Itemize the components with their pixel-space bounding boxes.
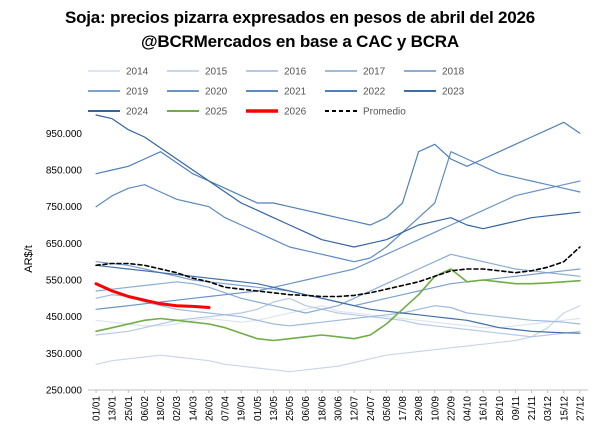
x-tick-label: 04/10 xyxy=(463,396,474,421)
x-tick-label: 12/07 xyxy=(350,396,361,421)
plot-area xyxy=(94,114,581,373)
y-tick-label: 650.000 xyxy=(46,239,83,250)
series-line-2025 xyxy=(95,268,581,342)
series-line-2017 xyxy=(95,294,581,327)
y-tick-label: 250.000 xyxy=(46,386,83,397)
legend-label-2017: 2017 xyxy=(363,67,386,78)
x-tick-label: 14/03 xyxy=(188,396,199,421)
series-line-2019 xyxy=(95,261,581,307)
x-tick-label: 02/03 xyxy=(172,396,183,421)
series-line-promedio xyxy=(95,246,581,298)
chart-subtitle: @BCRMercados en base a CAC y BCRA xyxy=(141,32,459,51)
legend-label-2016: 2016 xyxy=(284,67,307,78)
chart-title: Soja: precios pizarra expresados en peso… xyxy=(64,8,536,27)
x-tick-label: 01/01 xyxy=(92,396,103,421)
legend-label-2015: 2015 xyxy=(205,67,228,78)
x-tick-label: 18/02 xyxy=(156,396,167,421)
x-tick-label: 27/12 xyxy=(575,396,586,421)
x-tick-label: 16/10 xyxy=(479,396,490,421)
legend-label-2022: 2022 xyxy=(363,87,386,98)
series-line-2015 xyxy=(95,305,581,373)
series-line-2020 xyxy=(95,180,581,310)
series-line-2022 xyxy=(95,121,581,226)
x-tick-label: 30/06 xyxy=(334,396,345,421)
x-tick-label: 15/12 xyxy=(559,396,570,421)
x-tick-label: 06/06 xyxy=(301,396,312,421)
x-tick-label: 19/04 xyxy=(237,396,248,421)
series-line-2021 xyxy=(95,151,581,263)
x-tick-label: 25/01 xyxy=(124,396,135,421)
legend-label-2025: 2025 xyxy=(205,107,228,118)
x-tick-label: 13/01 xyxy=(108,396,119,421)
y-tick-label: 750.000 xyxy=(46,202,83,213)
legend-label-2020: 2020 xyxy=(205,87,228,98)
legend-label-promedio: Promedio xyxy=(363,107,406,118)
y-tick-label: 550.000 xyxy=(46,276,83,287)
x-tick-label: 10/09 xyxy=(430,396,441,421)
x-tick-label: 05/08 xyxy=(382,396,393,421)
x-tick-label: 09/11 xyxy=(511,396,522,421)
x-tick-label: 01/05 xyxy=(253,396,264,421)
series-line-2023 xyxy=(95,264,581,334)
y-tick-label: 350.000 xyxy=(46,349,83,360)
series-line-2024 xyxy=(95,114,581,248)
y-tick-label: 450.000 xyxy=(46,312,83,323)
x-tick-label: 06/02 xyxy=(140,396,151,421)
x-tick-label: 07/04 xyxy=(221,396,232,421)
chart-legend: 2014 2015 2016 2017 2018 2019 2020 2021 2022 2023… xyxy=(88,67,465,118)
x-tick-label: 17/08 xyxy=(398,396,409,421)
x-tick-label: 25/05 xyxy=(285,396,296,421)
x-tick-label: 03/12 xyxy=(543,396,554,421)
legend-label-2023: 2023 xyxy=(442,87,465,98)
series-line-2014 xyxy=(95,305,581,329)
x-tick-label: 24/07 xyxy=(366,396,377,421)
legend-label-2014: 2014 xyxy=(126,67,149,78)
legend-label-2018: 2018 xyxy=(442,67,465,78)
series-line-2018 xyxy=(95,253,581,314)
y-axis-label: AR$/t xyxy=(23,245,35,273)
y-tick-label: 950.000 xyxy=(46,129,83,140)
legend-label-2019: 2019 xyxy=(126,87,149,98)
x-tick-label: 21/11 xyxy=(527,396,538,421)
legend-label-2021: 2021 xyxy=(284,87,307,98)
x-tick-label: 26/03 xyxy=(204,396,215,421)
x-tick-label: 18/06 xyxy=(317,396,328,421)
x-tick-label: 28/10 xyxy=(495,396,506,421)
series-line-2026 xyxy=(94,282,211,309)
chart-title-block: Soja: precios pizarra expresados en peso… xyxy=(0,6,600,54)
legend-label-2026: 2026 xyxy=(284,107,307,118)
legend-label-2024: 2024 xyxy=(126,107,149,118)
x-tick-label: 13/05 xyxy=(269,396,280,421)
chart-axes: 250.000 350.000 450.000 550.000 650.000 750.0… xyxy=(46,129,588,421)
x-tick-label: 29/08 xyxy=(414,396,425,421)
y-tick-label: 850.000 xyxy=(46,166,83,177)
x-tick-label: 22/09 xyxy=(446,396,457,421)
